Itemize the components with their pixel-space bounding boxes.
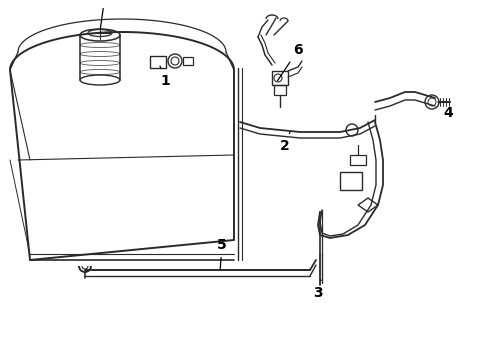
Text: 7: 7	[100, 0, 110, 28]
Bar	[350, 155, 366, 165]
Text: 5: 5	[217, 238, 227, 269]
Bar	[274, 85, 286, 95]
Bar	[183, 57, 193, 65]
Text: 6: 6	[277, 43, 303, 81]
Text: 2: 2	[280, 132, 290, 153]
Bar	[150, 56, 166, 68]
Text: 1: 1	[160, 66, 170, 88]
Text: 4: 4	[438, 102, 453, 120]
Bar	[272, 71, 288, 85]
Bar	[340, 172, 362, 190]
Text: 3: 3	[313, 280, 323, 300]
